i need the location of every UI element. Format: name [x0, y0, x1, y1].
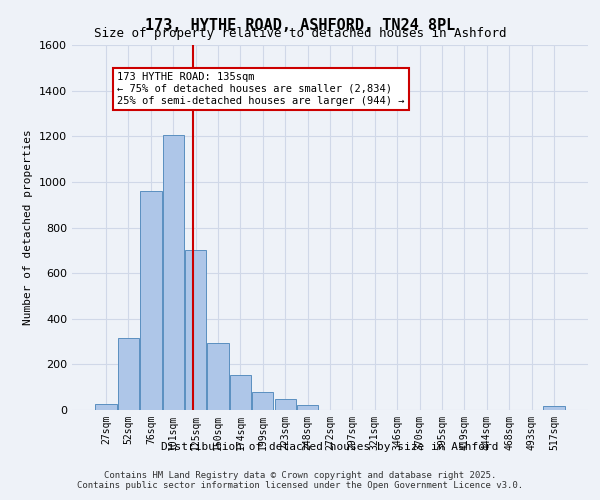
Bar	[185, 250, 206, 410]
Text: Distribution of detached houses by size in Ashford: Distribution of detached houses by size …	[161, 442, 499, 452]
Text: 173 HYTHE ROAD: 135sqm
← 75% of detached houses are smaller (2,834)
25% of semi-: 173 HYTHE ROAD: 135sqm ← 75% of detached…	[117, 72, 405, 106]
Bar	[140, 191, 161, 410]
Bar	[95, 404, 117, 410]
Bar	[230, 374, 251, 410]
Bar	[275, 398, 296, 410]
Text: 173, HYTHE ROAD, ASHFORD, TN24 8PL: 173, HYTHE ROAD, ASHFORD, TN24 8PL	[145, 18, 455, 32]
Text: Size of property relative to detached houses in Ashford: Size of property relative to detached ho…	[94, 28, 506, 40]
Bar	[163, 135, 184, 410]
Y-axis label: Number of detached properties: Number of detached properties	[23, 130, 34, 326]
Bar	[252, 392, 274, 410]
Bar	[118, 338, 139, 410]
Bar	[297, 406, 318, 410]
Bar	[543, 406, 565, 410]
Bar	[208, 342, 229, 410]
Text: Contains HM Land Registry data © Crown copyright and database right 2025.
Contai: Contains HM Land Registry data © Crown c…	[77, 470, 523, 490]
